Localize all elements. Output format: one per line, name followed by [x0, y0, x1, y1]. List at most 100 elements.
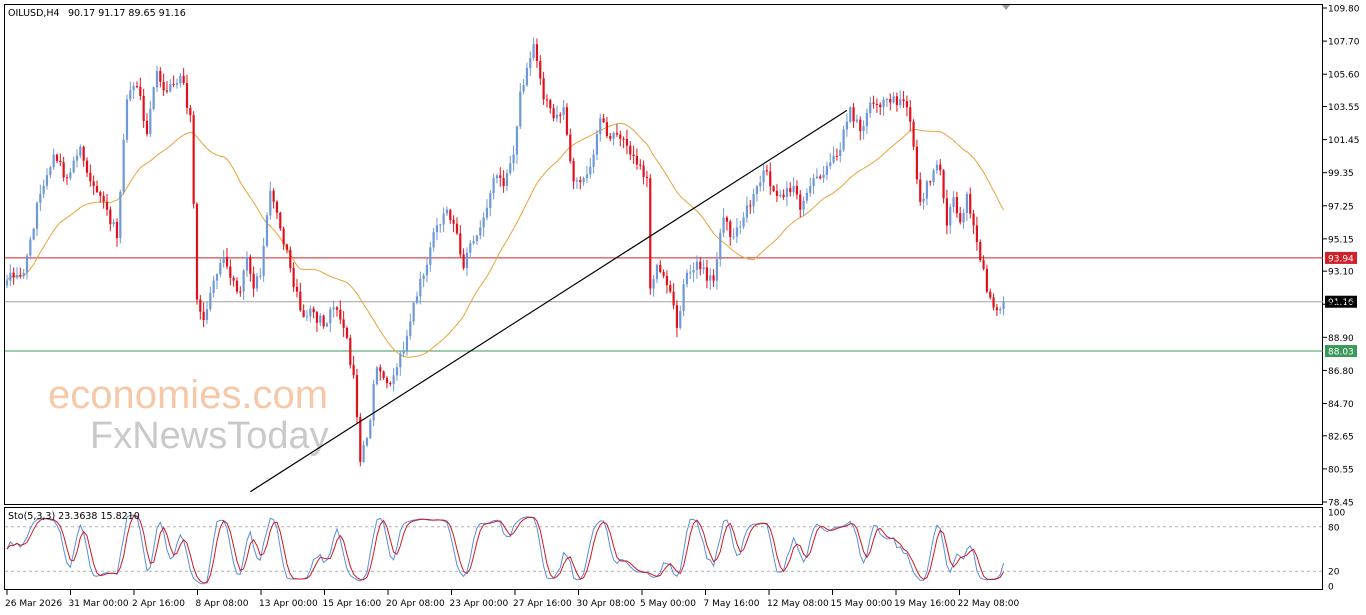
candle — [682, 279, 685, 317]
candle — [165, 81, 169, 94]
candle — [469, 239, 472, 259]
scroll-marker-icon[interactable] — [1002, 5, 1010, 10]
candle — [982, 255, 985, 271]
y-tick-label: 80.55 — [1328, 465, 1354, 475]
stochastic-header: Sto(5,3,3) 23.3638 15.8210 — [8, 511, 140, 522]
candle — [215, 273, 219, 290]
candle — [432, 227, 435, 252]
candle — [65, 174, 69, 185]
candle — [629, 141, 632, 161]
level-label-current: 91.16 — [1328, 298, 1354, 308]
chart-header-ohlc: 90.17 91.17 89.65 91.16 — [68, 8, 186, 19]
candle — [402, 341, 405, 358]
candle — [715, 252, 719, 290]
candle — [325, 321, 329, 328]
candle — [365, 436, 369, 448]
candle — [645, 170, 649, 188]
candle — [829, 153, 832, 170]
candle — [925, 179, 929, 206]
candle — [25, 253, 29, 280]
candle — [632, 145, 635, 164]
candle — [5, 274, 9, 289]
y-tick-label: 99.35 — [1328, 169, 1354, 179]
candle — [269, 181, 272, 220]
candle — [452, 215, 455, 233]
candle — [352, 356, 355, 379]
candle — [49, 165, 52, 179]
candle — [942, 169, 945, 204]
candle — [719, 228, 722, 267]
candle — [72, 156, 75, 174]
candle — [809, 177, 812, 197]
candle — [35, 201, 39, 237]
candle — [692, 262, 695, 282]
candle — [1002, 296, 1005, 316]
candle — [262, 237, 265, 282]
candle — [725, 215, 729, 231]
candle — [372, 379, 375, 427]
candle — [602, 113, 605, 124]
trendline[interactable] — [249, 109, 848, 493]
candle — [799, 190, 802, 218]
candle — [775, 184, 779, 203]
y-tick-label: 82.65 — [1328, 432, 1354, 442]
candle — [842, 125, 845, 152]
candle — [972, 209, 975, 234]
candle — [369, 418, 372, 440]
candle — [542, 71, 545, 105]
y-tick-label: 86.80 — [1328, 367, 1354, 377]
stochastic-main-line — [6, 514, 1005, 585]
stochastic-tick-label: 0 — [1328, 583, 1334, 593]
candle — [405, 329, 409, 356]
candle — [859, 116, 862, 141]
candle — [662, 269, 665, 279]
candle — [929, 180, 932, 186]
candle — [29, 236, 32, 260]
candle — [342, 311, 345, 337]
candle — [345, 326, 349, 340]
candle — [202, 302, 205, 328]
candle — [95, 180, 99, 193]
candle — [832, 146, 835, 165]
candle — [439, 223, 442, 233]
candle — [785, 181, 789, 207]
candle — [649, 174, 652, 295]
candle — [259, 268, 262, 280]
candle — [862, 120, 865, 140]
y-tick-label: 78.45 — [1328, 499, 1354, 509]
x-tick-label: 7 May 16:00 — [704, 599, 760, 609]
level-label-resistance: 93.94 — [1328, 254, 1354, 264]
candle — [652, 274, 655, 297]
candle — [315, 310, 319, 333]
candle — [659, 260, 662, 274]
candle — [519, 82, 522, 130]
x-tick-label: 30 Apr 08:00 — [577, 599, 636, 609]
candle — [159, 67, 162, 88]
candle — [959, 207, 962, 225]
candle — [255, 272, 259, 292]
candle — [482, 212, 485, 237]
candle — [869, 96, 872, 118]
level-tag-current — [1325, 295, 1357, 308]
candle — [905, 95, 909, 117]
candle — [815, 168, 819, 180]
candle — [92, 175, 95, 196]
candle — [555, 105, 559, 123]
candle — [155, 65, 159, 92]
candle — [412, 301, 415, 325]
candle — [209, 286, 212, 312]
candle — [679, 305, 682, 330]
y-tick-label: 101.45 — [1328, 136, 1360, 146]
candle — [99, 190, 102, 203]
y-tick-label: 95.15 — [1328, 235, 1354, 245]
candle — [312, 306, 315, 319]
candle — [485, 199, 489, 221]
x-tick-label: 22 May 08:00 — [958, 599, 1020, 609]
candle — [625, 129, 629, 155]
candle — [329, 306, 332, 333]
candle — [275, 200, 279, 220]
candle — [172, 75, 175, 88]
y-tick-label: 107.70 — [1328, 38, 1360, 48]
candle — [655, 263, 659, 284]
